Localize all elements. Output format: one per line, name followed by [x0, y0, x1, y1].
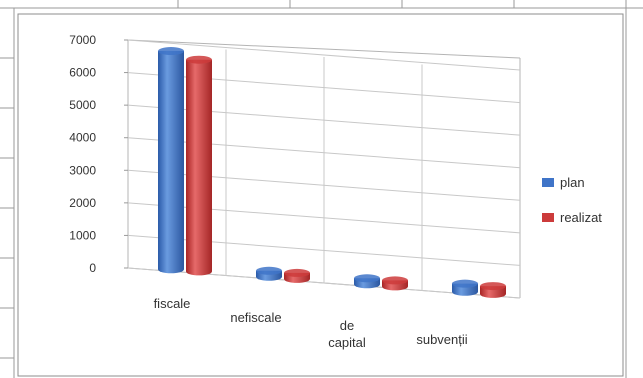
category-labels: fiscale nefiscale de capital subvenții	[154, 296, 468, 350]
legend-label: plan	[560, 175, 585, 190]
y-axis-ticks: 0 1000 2000 3000 4000 5000 6000 7000	[69, 33, 128, 275]
legend-swatch	[542, 213, 554, 222]
bar-plan-0	[158, 47, 184, 274]
legend-item-realizat: realizat	[542, 210, 602, 225]
y-tick-label: 0	[89, 261, 96, 275]
bar-realizat-2	[382, 276, 408, 291]
floor-dividers	[225, 49, 423, 291]
bar-cap	[256, 266, 282, 275]
bar-body	[186, 59, 212, 276]
bar-realizat-0	[186, 55, 212, 276]
bar-realizat-1	[284, 268, 310, 283]
grid-line	[127, 39, 521, 71]
legend-label: realizat	[560, 210, 602, 225]
bar-cap	[452, 279, 478, 288]
bar-plan-3	[452, 279, 478, 296]
bar-cap	[158, 47, 184, 56]
category-label: fiscale	[154, 296, 191, 311]
category-label: subvenții	[416, 332, 467, 347]
bar-realizat-3	[480, 282, 506, 298]
bar-cap	[480, 282, 506, 291]
category-label: nefiscale	[230, 310, 281, 325]
y-tick-label: 3000	[69, 163, 96, 177]
bar-cap	[354, 274, 380, 283]
y-tick-label: 6000	[69, 66, 96, 80]
y-tick-label: 4000	[69, 131, 96, 145]
bar-cap	[284, 268, 310, 277]
legend-item-plan: plan	[542, 175, 585, 190]
y-tick-label: 7000	[69, 33, 96, 47]
legend-swatch	[542, 178, 554, 187]
bar-cap	[186, 55, 212, 64]
bars	[158, 47, 506, 298]
bar-body	[158, 51, 184, 274]
bar-plan-2	[354, 274, 380, 289]
chart-area-frame	[17, 13, 624, 377]
bar-plan-1	[256, 266, 282, 281]
y-tick-label: 2000	[69, 196, 96, 210]
category-label: de capital	[328, 318, 366, 350]
y-tick-label: 1000	[69, 228, 96, 242]
legend: plan realizat	[542, 175, 602, 225]
y-tick-label: 5000	[69, 98, 96, 112]
bar-cap	[382, 276, 408, 285]
